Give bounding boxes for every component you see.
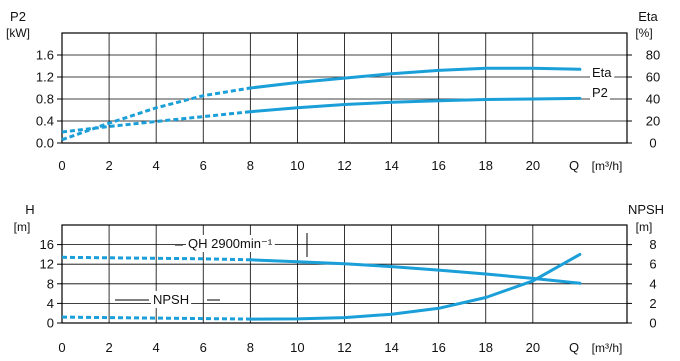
x-tick-label: 16 bbox=[431, 158, 445, 173]
x-tick-label: 10 bbox=[290, 340, 304, 355]
y-right-tick-label: 40 bbox=[646, 92, 660, 107]
y-right-axis-label: Eta bbox=[638, 9, 658, 24]
series-label-background bbox=[590, 64, 615, 81]
y-right-axis-unit: [m] bbox=[636, 220, 653, 234]
x-axis-label: Q bbox=[569, 340, 579, 355]
x-tick-label: 6 bbox=[200, 340, 207, 355]
y-left-tick-label: 1.6 bbox=[36, 48, 54, 63]
y-left-axis-label: P2 bbox=[10, 9, 26, 24]
plot-frame bbox=[61, 224, 628, 324]
y-right-tick-label: 8 bbox=[649, 237, 656, 252]
y-left-axis-label: H bbox=[25, 202, 34, 217]
x-tick-label: 8 bbox=[247, 158, 254, 173]
y-right-tick-label: 2 bbox=[649, 296, 656, 311]
series-label-background bbox=[186, 235, 275, 252]
x-axis-unit: [m³/h] bbox=[592, 159, 623, 173]
y-left-tick-label: 16 bbox=[40, 237, 54, 252]
x-tick-label: 0 bbox=[58, 340, 65, 355]
x-tick-label: 4 bbox=[153, 340, 160, 355]
x-tick-label: 12 bbox=[337, 158, 351, 173]
y-right-axis-unit: [%] bbox=[635, 26, 652, 40]
x-tick-label: 20 bbox=[526, 158, 540, 173]
y-left-tick-label: 0.4 bbox=[36, 114, 54, 129]
y-left-tick-label: 0.8 bbox=[36, 92, 54, 107]
y-left-tick-label: 0 bbox=[47, 316, 54, 331]
y-right-tick-label: 0 bbox=[649, 136, 656, 151]
x-tick-label: 20 bbox=[526, 340, 540, 355]
y-right-axis-label: NPSH bbox=[628, 202, 664, 217]
series-label-background bbox=[151, 291, 192, 308]
y-right-tick-label: 4 bbox=[649, 276, 656, 291]
y-left-tick-label: 4 bbox=[47, 296, 54, 311]
y-right-tick-label: 80 bbox=[646, 48, 660, 63]
x-tick-label: 2 bbox=[105, 340, 112, 355]
series-qh-2900min-dashed-line bbox=[61, 255, 251, 262]
series-eta-dashed-line bbox=[61, 86, 251, 142]
x-tick-label: 8 bbox=[247, 340, 254, 355]
y-right-tick-label: 6 bbox=[649, 257, 656, 272]
series-npsh-solid-line bbox=[248, 252, 582, 321]
y-left-tick-label: 1.2 bbox=[36, 70, 54, 85]
y-right-tick-label: 20 bbox=[646, 114, 660, 129]
x-tick-label: 2 bbox=[105, 158, 112, 173]
y-left-axis-unit: [m] bbox=[14, 220, 31, 234]
x-tick-label: 0 bbox=[58, 158, 65, 173]
series-label-npsh: NPSH bbox=[153, 292, 189, 307]
y-right-tick-label: 0 bbox=[649, 316, 656, 331]
series-label-background bbox=[590, 84, 610, 101]
x-tick-label: 14 bbox=[384, 340, 398, 355]
x-tick-label: 14 bbox=[384, 158, 398, 173]
series-p2-solid-line bbox=[248, 96, 582, 114]
x-axis-unit: [m³/h] bbox=[592, 341, 623, 355]
x-tick-label: 4 bbox=[153, 158, 160, 173]
y-left-tick-label: 0.0 bbox=[36, 136, 54, 151]
x-tick-label: 10 bbox=[290, 158, 304, 173]
series-eta-solid-line bbox=[248, 66, 582, 90]
series-npsh-dashed-line bbox=[61, 315, 251, 321]
y-left-tick-label: 8 bbox=[47, 276, 54, 291]
plot-frame bbox=[61, 32, 628, 144]
x-tick-label: 16 bbox=[431, 340, 445, 355]
x-tick-label: 12 bbox=[337, 340, 351, 355]
x-axis-label: Q bbox=[569, 158, 579, 173]
y-left-tick-label: 12 bbox=[40, 257, 54, 272]
y-right-tick-label: 60 bbox=[646, 70, 660, 85]
x-tick-label: 18 bbox=[479, 340, 493, 355]
series-qh-2900min-solid-line bbox=[248, 258, 582, 285]
series-label-p2: P2 bbox=[592, 85, 608, 100]
x-tick-label: 18 bbox=[479, 158, 493, 173]
series-label-eta: Eta bbox=[592, 65, 612, 80]
x-tick-label: 6 bbox=[200, 158, 207, 173]
y-left-axis-unit: [kW] bbox=[6, 26, 30, 40]
series-label-qh-2900min: QH 2900min⁻¹ bbox=[188, 236, 273, 251]
